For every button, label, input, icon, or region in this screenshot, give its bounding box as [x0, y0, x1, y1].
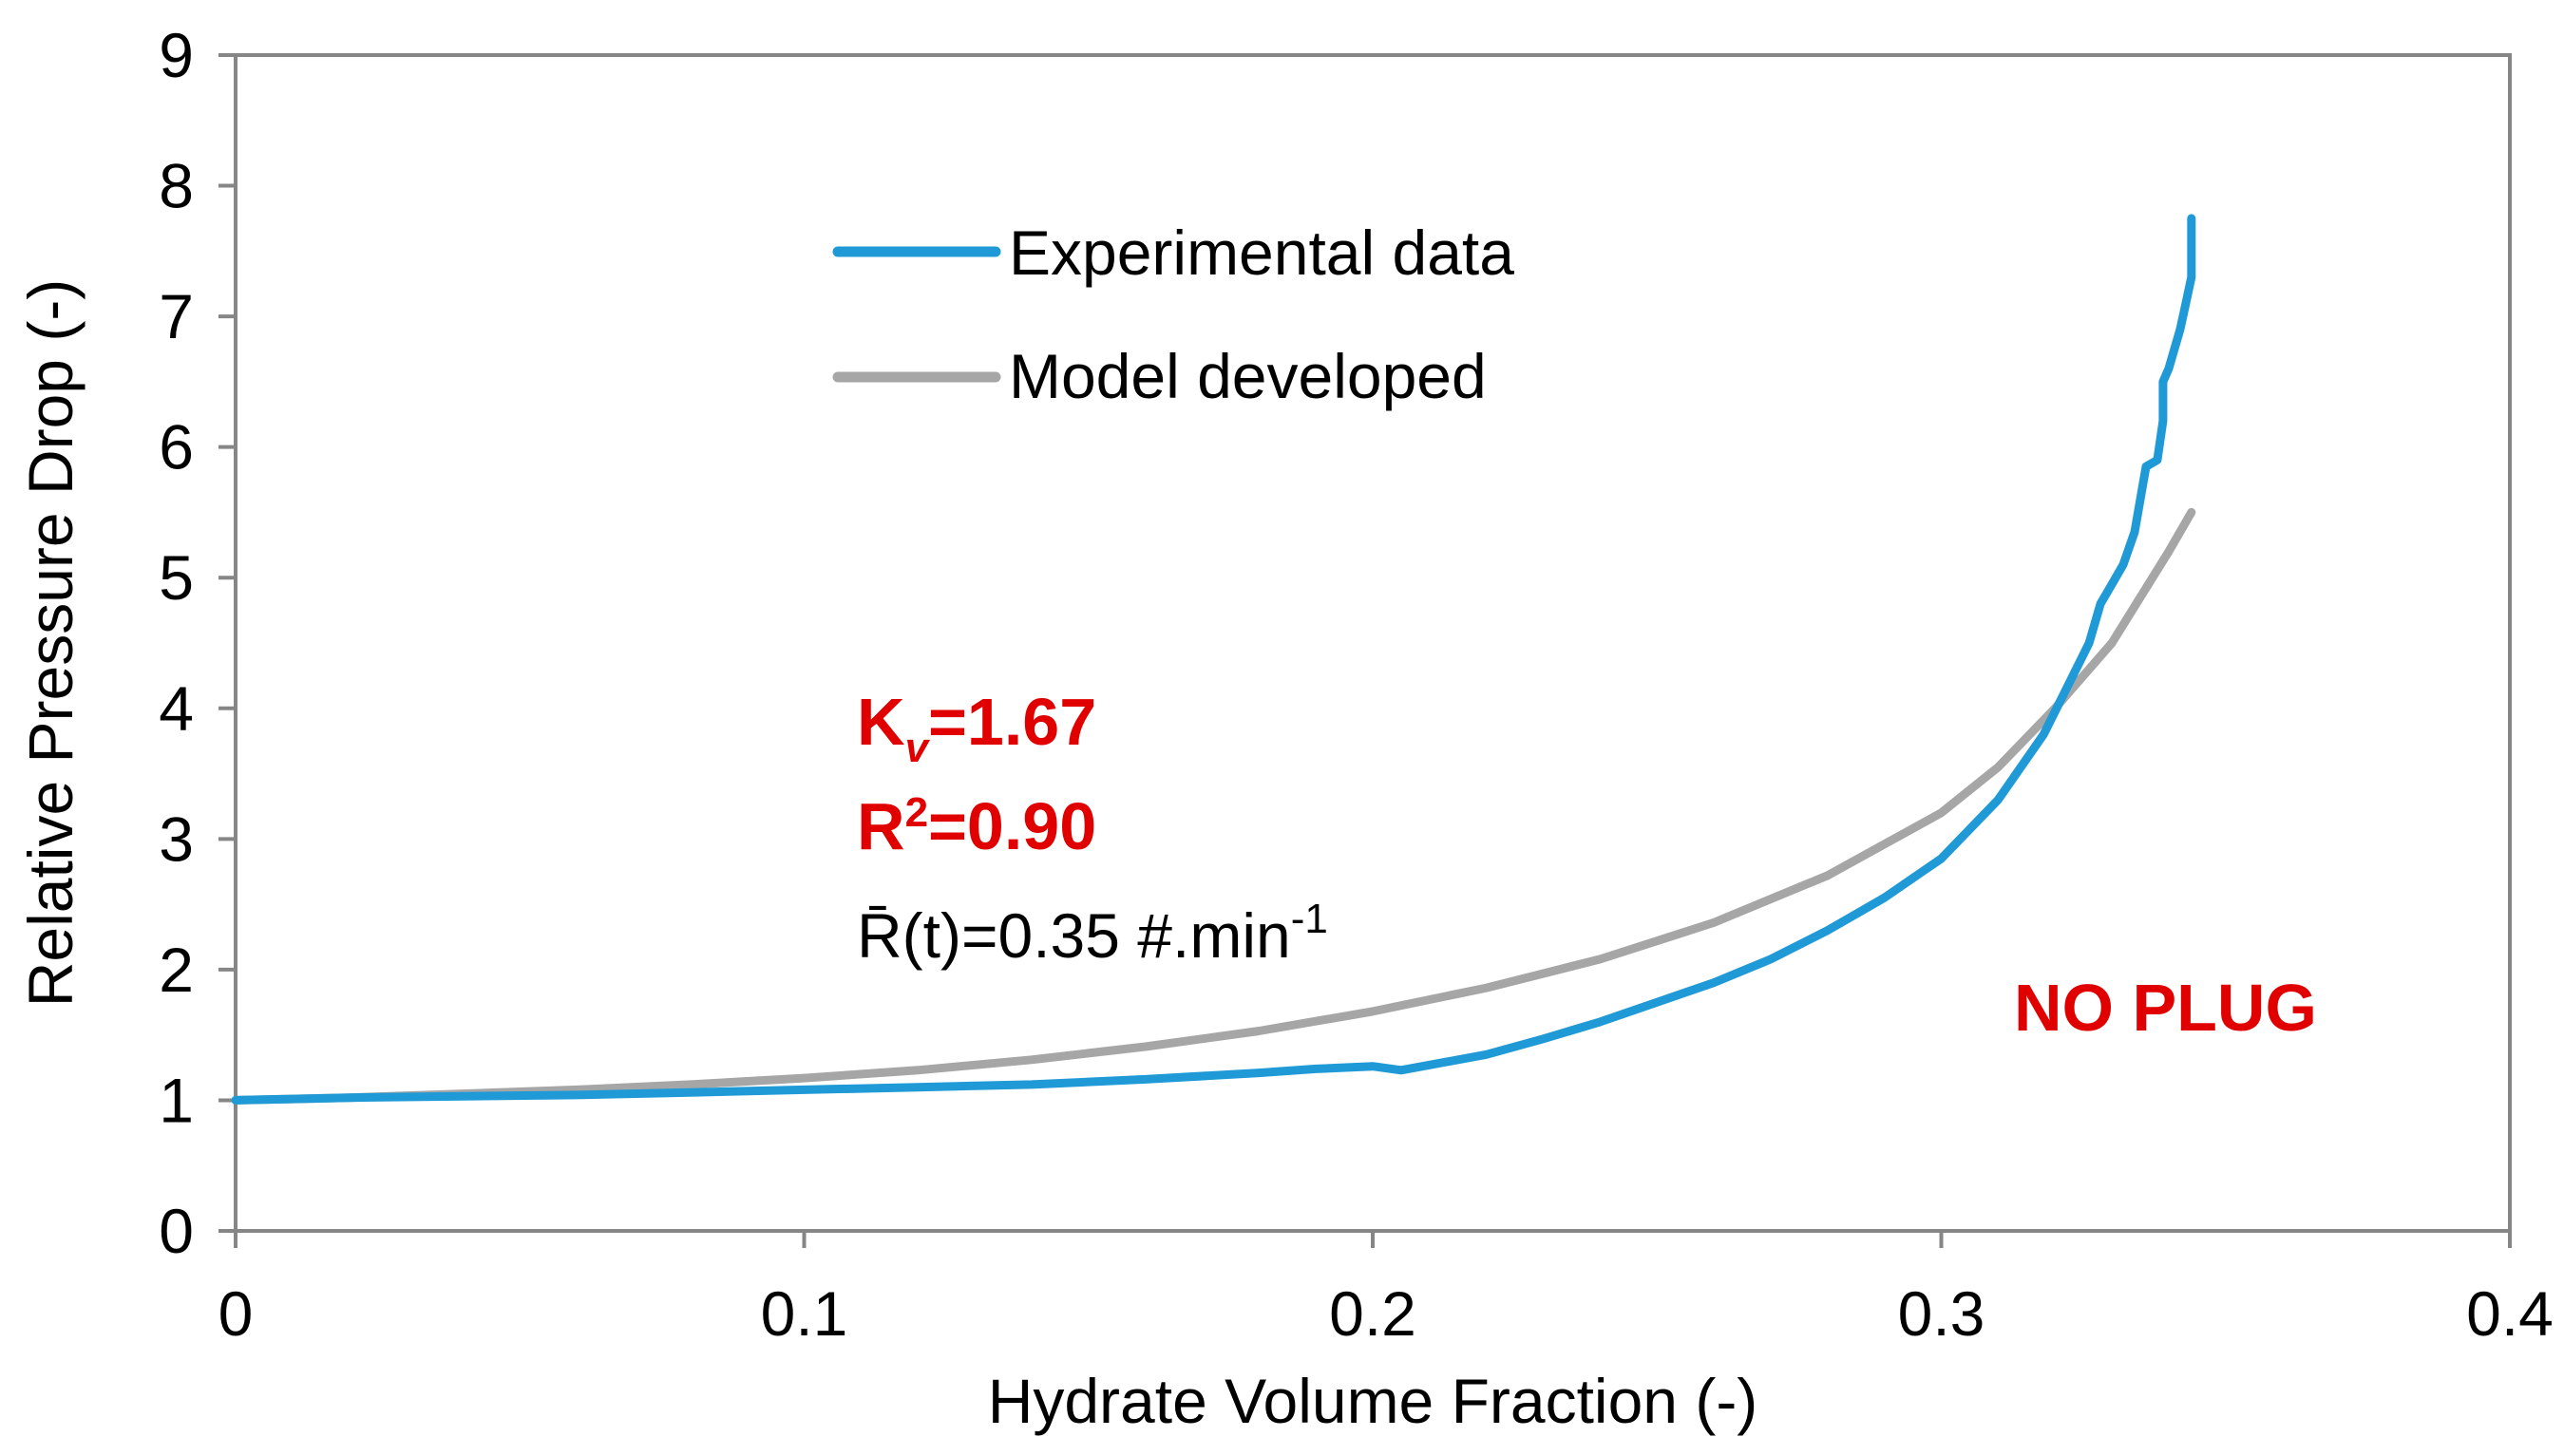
y-tick-label: 0	[159, 1196, 194, 1266]
y-axis-ticks: 0 1 2 3 4 5 6 7 8 9	[159, 20, 236, 1266]
annotations: Kv=1.67 R2=0.90 R̄(t)=0.35 #.min-1 NO PL…	[857, 685, 2317, 1045]
x-axis-ticks: 0 0.1 0.2 0.3 0.4	[218, 1231, 2554, 1349]
y-tick-label: 3	[159, 804, 194, 874]
series-line-experimental	[231, 214, 2196, 1105]
y-tick-label: 6	[159, 412, 194, 482]
y-tick-label: 5	[159, 542, 194, 613]
series-line-model	[231, 507, 2196, 1105]
x-axis-title: Hydrate Volume Fraction (-)	[988, 1366, 1758, 1436]
series-layer	[231, 214, 2196, 1105]
r2-annotation: R2=0.90	[857, 789, 1096, 863]
x-tick-label: 0.2	[1329, 1278, 1416, 1349]
legend-label-model: Model developed	[1009, 341, 1487, 411]
legend: Experimental data Model developed	[832, 217, 1514, 411]
plot-area	[234, 53, 2512, 1233]
kv-annotation: Kv=1.67	[857, 685, 1096, 771]
y-axis-title: Relative Pressure Drop (-)	[15, 279, 85, 1008]
no-plug-label: NO PLUG	[2014, 971, 2317, 1045]
x-tick-label: 0.3	[1898, 1278, 1985, 1349]
rate-annotation: R̄(t)=0.35 #.min-1	[857, 896, 1328, 971]
y-tick-label: 9	[159, 20, 194, 90]
y-tick-label: 8	[159, 151, 194, 221]
x-tick-label: 0.4	[2466, 1278, 2554, 1349]
legend-label-experimental: Experimental data	[1009, 217, 1514, 288]
x-tick-label: 0.1	[761, 1278, 848, 1349]
y-tick-label: 2	[159, 935, 194, 1005]
y-tick-label: 4	[159, 673, 194, 744]
y-tick-label: 7	[159, 281, 194, 351]
y-tick-label: 1	[159, 1065, 194, 1135]
x-tick-label: 0	[218, 1278, 254, 1349]
